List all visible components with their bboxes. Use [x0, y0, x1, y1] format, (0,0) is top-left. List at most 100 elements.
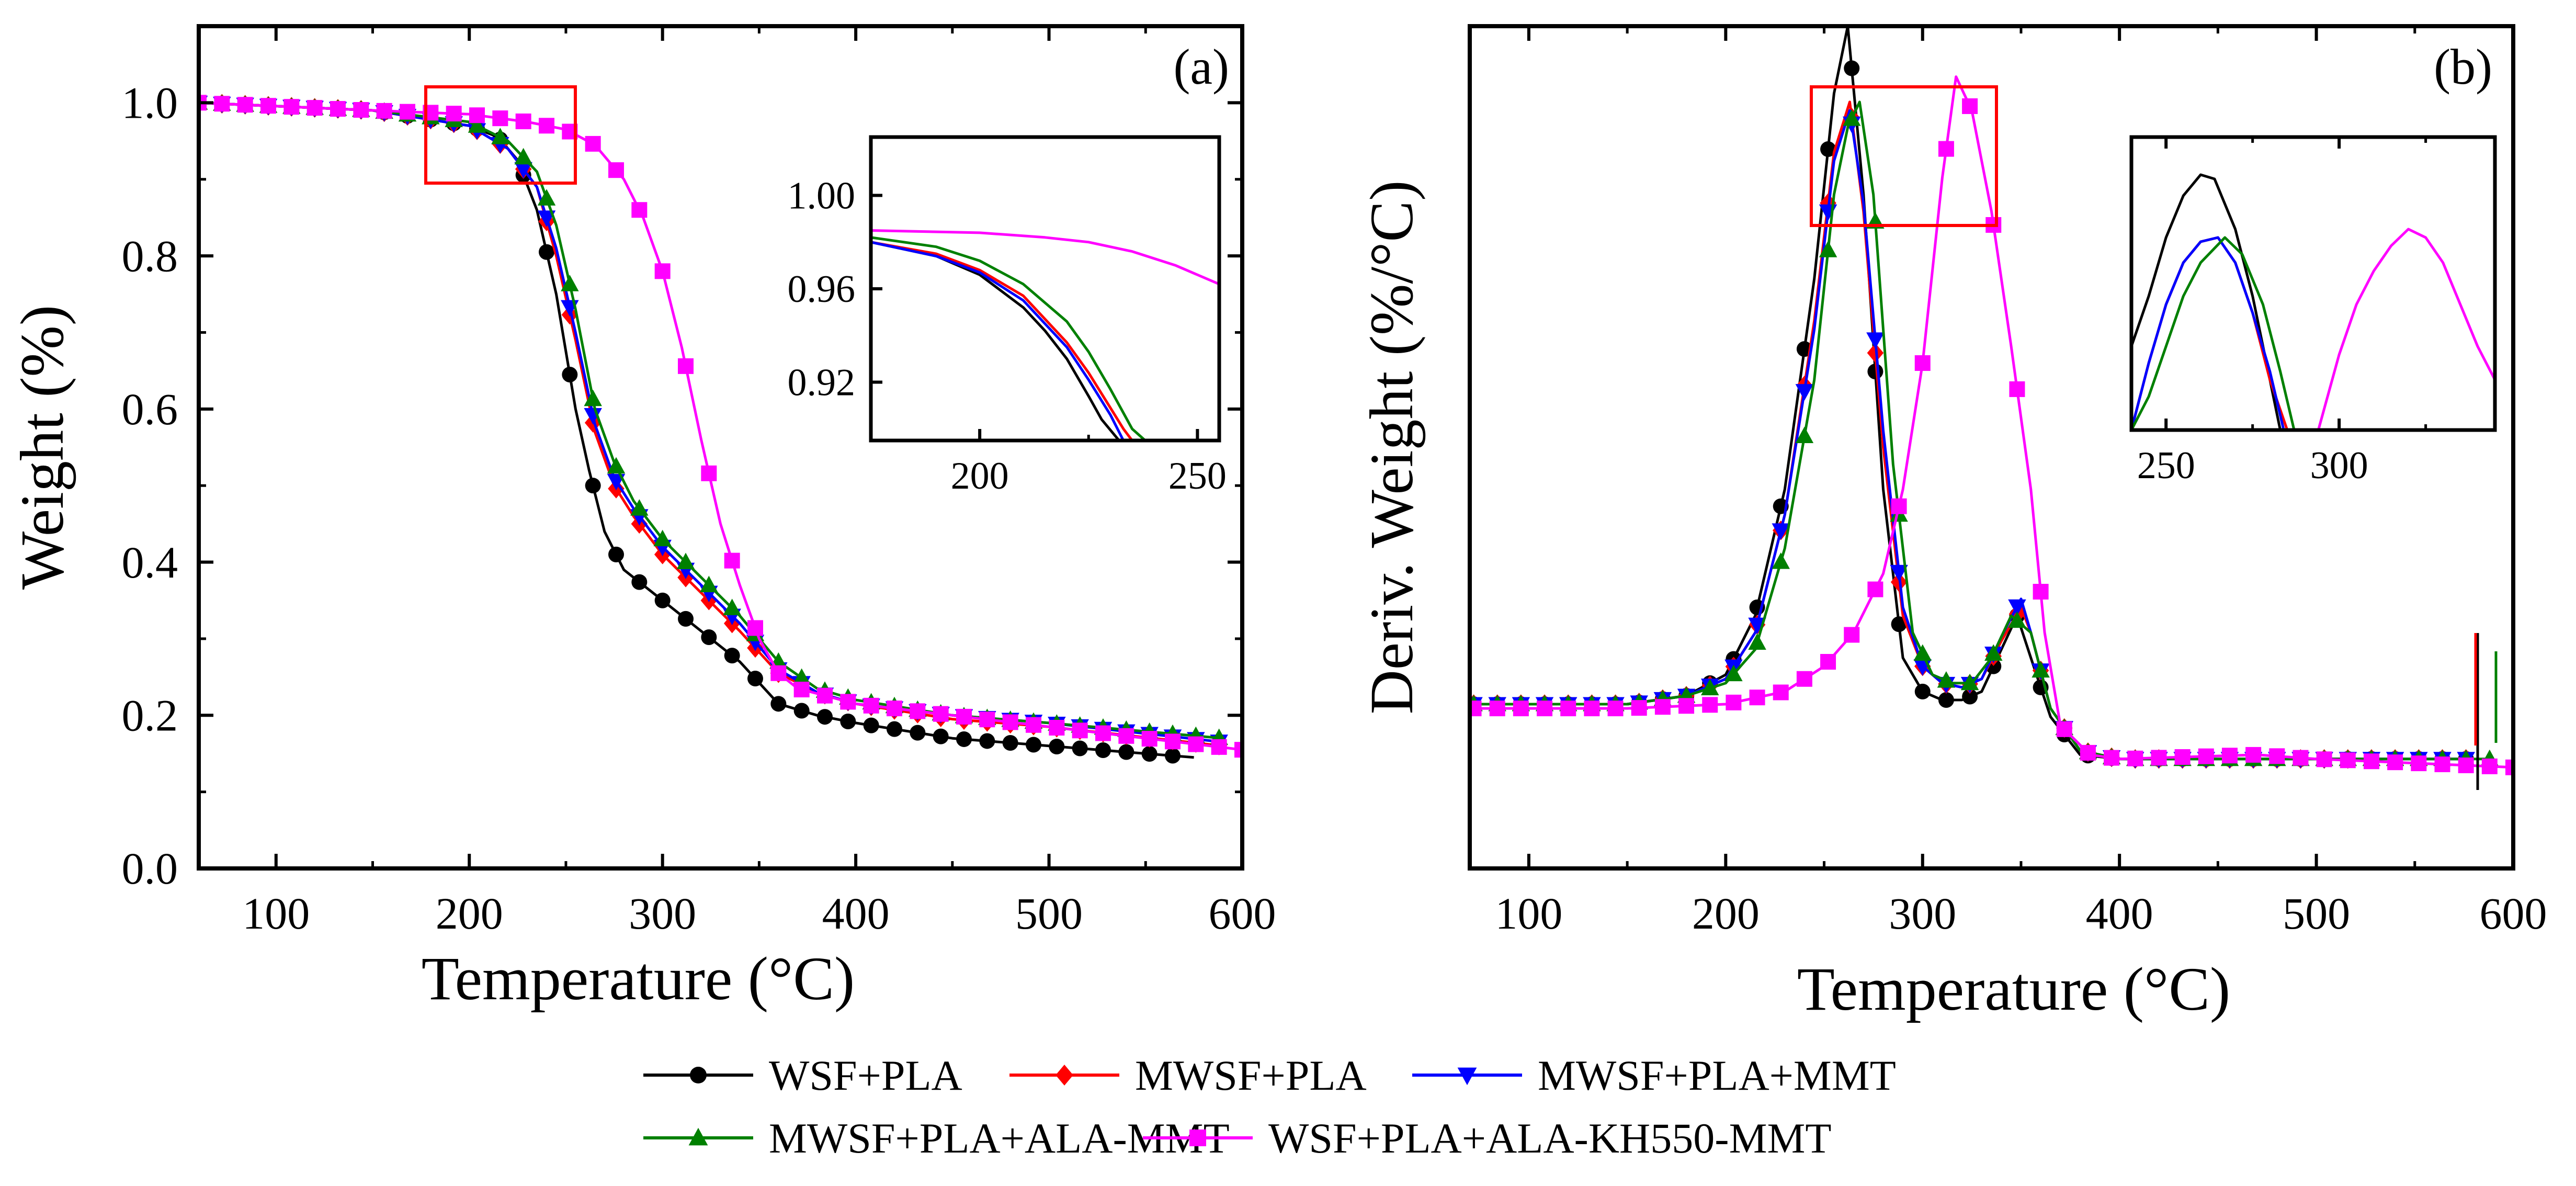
- panel-a-label: (a): [1173, 39, 1229, 95]
- a-x-tick-label: 500: [1015, 888, 1083, 939]
- b-marker-wsf-pla-ala-kh550-mmt: [1796, 671, 1812, 687]
- a-marker-wsf-pla: [539, 244, 554, 260]
- legend: WSF+PLA MWSF+PLA MWSF+PLA+MMT MWSF+PLA+ALA-…: [643, 1052, 1896, 1162]
- a-marker-wsf-pla: [608, 546, 624, 562]
- legend-marker: [1189, 1129, 1206, 1146]
- a-marker-wsf-pla: [631, 574, 648, 590]
- a-marker-wsf-pla-ala-kh550-mmt: [446, 106, 462, 122]
- b-marker-wsf-pla-ala-kh550-mmt: [1914, 355, 1931, 371]
- panel-b-end-markers: [2474, 633, 2498, 790]
- legend-item-wsf-pla-ala-kh550-mmt: WSF+PLA+ALA-KH550-MMT: [1143, 1114, 1832, 1162]
- panel-b-ticks: 100 200 300 400 500 600: [1495, 26, 2547, 939]
- a-marker-wsf-pla-ala-kh550-mmt: [910, 703, 926, 719]
- a-inset-x-tick-label: 200: [951, 455, 1009, 498]
- a-x-tick-label: 100: [242, 888, 310, 939]
- panel-a: 100 200 300 400 500 600 0.0 0.2 0.4 0.6 0.8 1.0 (a)…: [8, 24, 1276, 1013]
- panel-a-inset: 200 250 0.92 0.96 1.00: [788, 135, 1227, 498]
- a-x-tick-label: 300: [629, 888, 696, 939]
- a-marker-mwsf-pla-ala-mmt: [584, 389, 602, 406]
- legend-label: MWSF+PLA: [1135, 1052, 1367, 1099]
- a-inset-line-mwsf-pla-ala-mmt: [871, 236, 1147, 440]
- a-marker-wsf-pla-ala-kh550-mmt: [840, 694, 856, 710]
- a-marker-wsf-pla-ala-kh550-mmt: [701, 465, 717, 481]
- b-marker-wsf-pla-ala-kh550-mmt: [2198, 748, 2214, 764]
- a-marker-wsf-pla-ala-kh550-mmt: [539, 118, 554, 134]
- b-marker-wsf-pla-ala-kh550-mmt: [2080, 744, 2096, 761]
- a-y-tick-label: 0.4: [122, 537, 178, 588]
- panel-b-inset-ticks: 250 300: [2137, 137, 2427, 487]
- b-marker-wsf-pla-ala-kh550-mmt: [2033, 584, 2049, 600]
- a-marker-wsf-pla: [654, 592, 671, 608]
- a-marker-mwsf-pla-ala-mmt: [491, 128, 509, 144]
- legend-item-mwsf-pla: MWSF+PLA: [1009, 1052, 1367, 1099]
- legend-marker: [688, 1127, 708, 1146]
- b-marker-wsf-pla-ala-kh550-mmt: [1678, 698, 1695, 714]
- a-marker-wsf-pla-ala-kh550-mmt: [1049, 719, 1065, 736]
- a-marker-wsf-pla-ala-kh550-mmt: [631, 202, 648, 218]
- a-x-tick-label: 600: [1209, 888, 1276, 939]
- a-inset-line-wsf-pla-ala-kh550-mmt: [871, 229, 1219, 286]
- panel-a-inset-bg: [871, 137, 1219, 440]
- b-marker-wsf-pla-ala-kh550-mmt: [1820, 654, 1836, 670]
- b-inset-x-tick-label: 250: [2137, 444, 2195, 487]
- b-inset-line-mwsf-pla-mmt: [2131, 236, 2285, 430]
- b-marker-wsf-pla-ala-kh550-mmt: [1631, 700, 1647, 716]
- b-marker-mwsf-pla-ala-mmt: [1772, 552, 1790, 569]
- legend-marker: [1457, 1067, 1477, 1086]
- b-marker-mwsf-pla-ala-mmt: [1795, 426, 1814, 444]
- b-marker-wsf-pla: [1820, 141, 1836, 157]
- b-marker-mwsf-pla-ala-mmt: [2032, 661, 2050, 678]
- b-marker-wsf-pla-ala-kh550-mmt: [2174, 749, 2191, 765]
- b-marker-mwsf-pla-mmt: [1890, 564, 1908, 582]
- b-marker-wsf-pla-ala-kh550-mmt: [1867, 581, 1883, 597]
- panel-a-y-label: Weight (%): [8, 305, 76, 590]
- b-marker-wsf-pla-ala-kh550-mmt: [1891, 498, 1907, 514]
- a-marker-wsf-pla-ala-kh550-mmt: [307, 100, 323, 116]
- b-marker-wsf-pla: [1938, 692, 1954, 708]
- b-marker-wsf-pla-ala-kh550-mmt: [2221, 748, 2238, 764]
- b-marker-mwsf-pla-ala-mmt: [1748, 633, 1766, 650]
- a-marker-wsf-pla-ala-kh550-mmt: [1072, 722, 1088, 739]
- b-marker-mwsf-pla-mmt: [2008, 599, 2026, 616]
- b-marker-wsf-pla-ala-kh550-mmt: [2316, 751, 2332, 767]
- legend-item-mwsf-pla-mmt: MWSF+PLA+MMT: [1412, 1052, 1896, 1099]
- legend-marker: [1056, 1065, 1073, 1086]
- b-marker-mwsf-pla-ala-mmt: [2008, 611, 2026, 628]
- a-marker-wsf-pla-ala-kh550-mmt: [353, 102, 369, 118]
- panel-b-zoom-box: [1810, 85, 1998, 227]
- a-y-tick-label: 0.0: [122, 843, 178, 894]
- b-marker-wsf-pla-ala-kh550-mmt: [1702, 697, 1718, 713]
- b-x-tick-label: 400: [2086, 888, 2153, 939]
- a-marker-wsf-pla: [585, 478, 601, 494]
- b-marker-wsf-pla-ala-kh550-mmt: [2104, 750, 2120, 766]
- panel-a-x-label: Temperature (°C): [422, 944, 855, 1013]
- b-marker-mwsf-pla-mmt: [1772, 523, 1790, 540]
- a-marker-wsf-pla-ala-kh550-mmt: [678, 358, 694, 374]
- b-marker-wsf-pla-ala-kh550-mmt: [2245, 747, 2262, 763]
- a-inset-y-tick-label: 1.00: [788, 175, 856, 218]
- a-marker-mwsf-pla-mmt: [514, 162, 532, 179]
- a-marker-wsf-pla-ala-kh550-mmt: [1165, 733, 1181, 750]
- a-marker-mwsf-pla-ala-mmt: [792, 668, 811, 685]
- a-marker-wsf-pla: [910, 725, 926, 741]
- b-marker-wsf-pla-ala-kh550-mmt: [1470, 701, 1482, 717]
- a-marker-wsf-pla: [1141, 746, 1158, 762]
- b-marker-wsf-pla: [1844, 60, 1860, 76]
- b-marker-wsf-pla-ala-kh550-mmt: [1726, 694, 1742, 710]
- b-marker-wsf-pla-ala-kh550-mmt: [1560, 701, 1576, 717]
- a-marker-wsf-pla-ala-kh550-mmt: [330, 101, 346, 117]
- legend-label: MWSF+PLA+MMT: [1538, 1052, 1896, 1099]
- a-marker-wsf-pla-ala-kh550-mmt: [979, 711, 995, 728]
- a-marker-mwsf-pla-mmt: [584, 408, 602, 425]
- panel-a-inset-series: [871, 229, 1219, 440]
- a-marker-wsf-pla-ala-kh550-mmt: [1026, 717, 1041, 733]
- a-inset-y-tick-label: 0.96: [788, 268, 856, 311]
- a-marker-wsf-pla-ala-kh550-mmt: [863, 697, 879, 714]
- a-x-tick-label: 400: [822, 888, 890, 939]
- a-marker-mwsf-pla-ala-mmt: [468, 116, 486, 133]
- a-marker-wsf-pla: [701, 629, 717, 645]
- a-marker-wsf-pla-ala-kh550-mmt: [724, 552, 740, 569]
- a-marker-wsf-pla: [793, 703, 810, 719]
- b-marker-mwsf-pla-ala-mmt: [1937, 671, 1956, 688]
